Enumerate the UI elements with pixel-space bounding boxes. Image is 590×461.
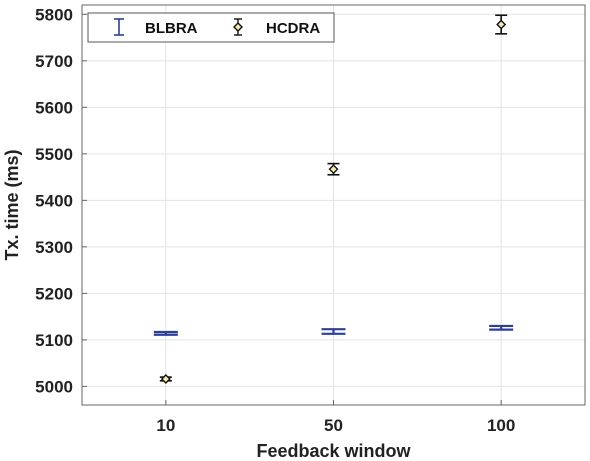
plot-frame bbox=[81, 4, 586, 406]
legend-symbol-blbra bbox=[114, 18, 124, 36]
y-tick-label: 5400 bbox=[35, 191, 73, 210]
y-tick-label: 5300 bbox=[35, 238, 73, 257]
y-tick-label: 5600 bbox=[35, 98, 73, 117]
legend-symbol-hcdra bbox=[233, 18, 243, 36]
y-tick-label: 5800 bbox=[35, 5, 73, 24]
x-axis-label: Feedback window bbox=[256, 441, 411, 461]
x-tick-label: 10 bbox=[156, 416, 175, 435]
y-tick-label: 5700 bbox=[35, 52, 73, 71]
series-blbra bbox=[153, 324, 514, 336]
y-tick-label: 5100 bbox=[35, 331, 73, 350]
y-tick-label: 5200 bbox=[35, 284, 73, 303]
x-tick-label: 100 bbox=[487, 416, 515, 435]
y-axis-label: Tx. time (ms) bbox=[2, 149, 22, 260]
tick-labels: 5000 5100 5200 5300 5400 5500 5600 5700 5800 10 50… bbox=[35, 5, 515, 435]
x-tick-label: 50 bbox=[324, 416, 343, 435]
series-layer bbox=[153, 14, 514, 384]
y-tick-label: 5500 bbox=[35, 145, 73, 164]
hcdra-point-marker bbox=[496, 19, 507, 30]
grid-lines bbox=[82, 5, 585, 405]
legend: BLBRA HCDRA bbox=[87, 12, 335, 43]
hcdra-point-marker bbox=[328, 164, 339, 175]
legend-label-hcdra: HCDRA bbox=[266, 20, 320, 37]
series-hcdra bbox=[159, 14, 508, 384]
legend-box bbox=[87, 12, 335, 43]
y-tick-label: 5000 bbox=[35, 377, 73, 396]
hcdra-point-marker bbox=[160, 373, 171, 384]
legend-label-blbra: BLBRA bbox=[145, 20, 198, 37]
legend-entry-blbra: BLBRA bbox=[114, 18, 198, 37]
legend-entry-hcdra: HCDRA bbox=[233, 18, 320, 37]
legend-diamond-marker bbox=[233, 22, 243, 32]
